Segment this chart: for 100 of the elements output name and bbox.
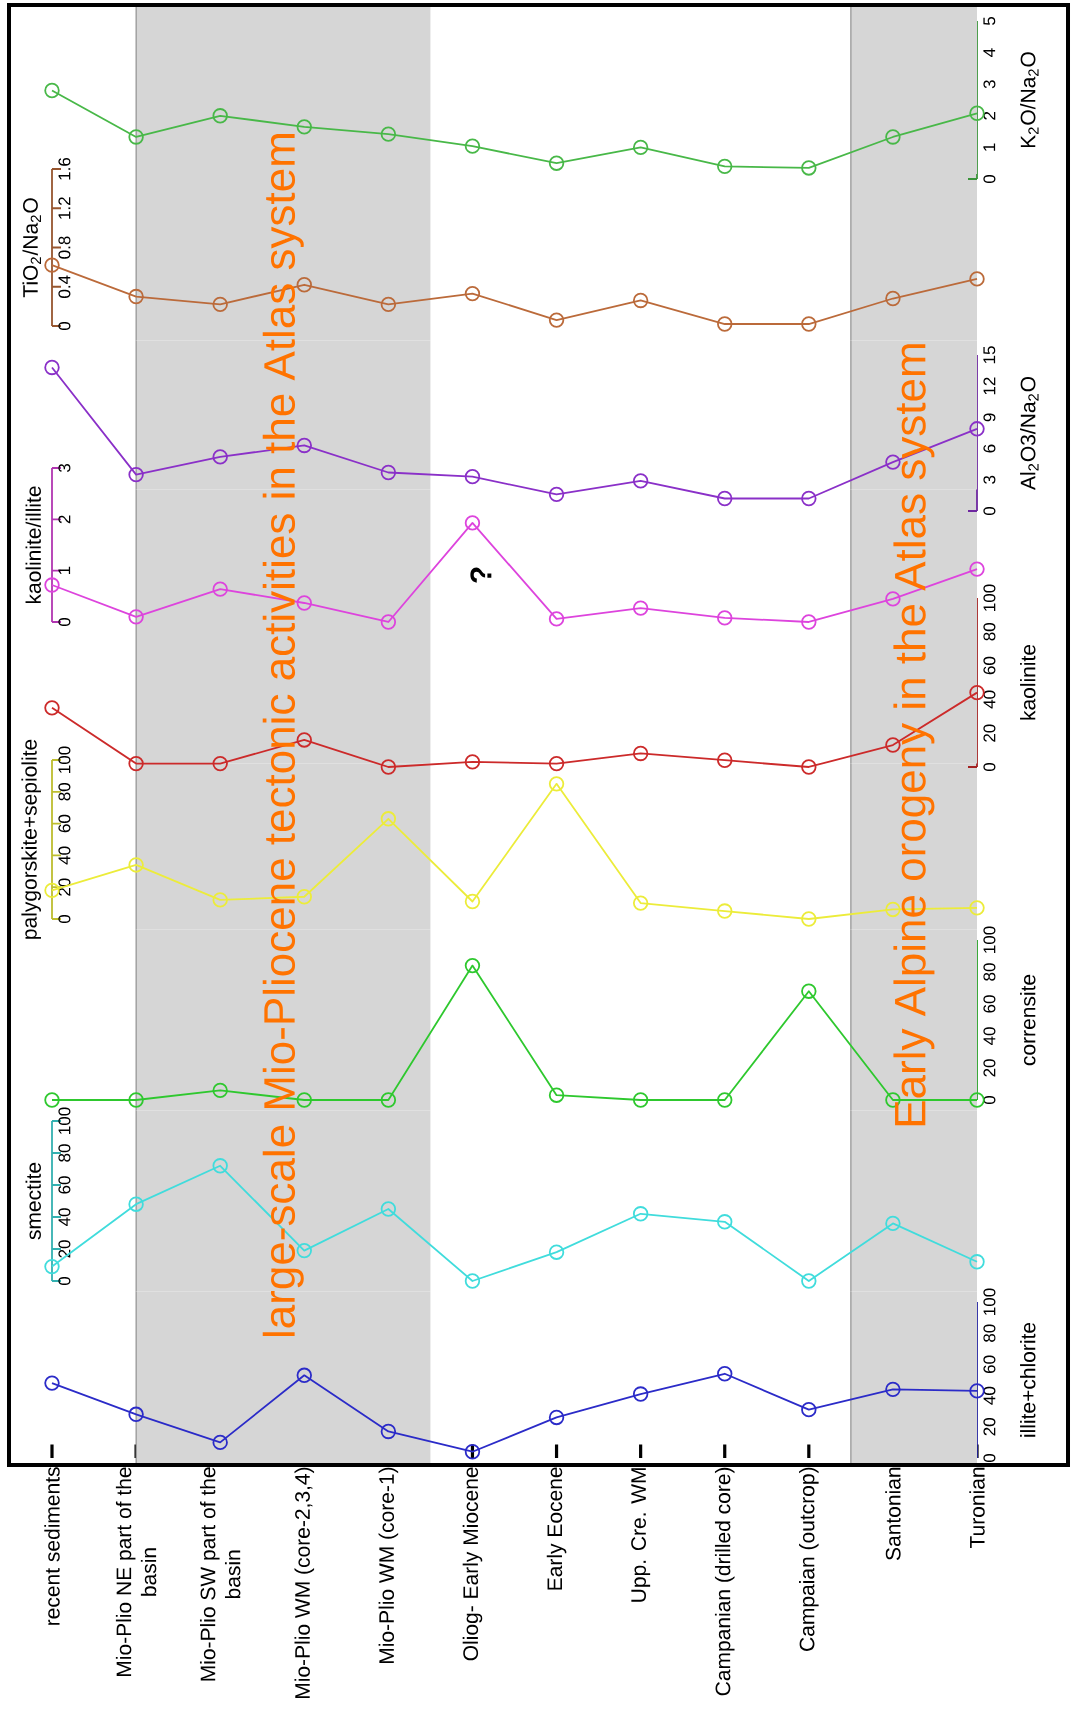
point bbox=[801, 983, 817, 999]
point bbox=[969, 271, 985, 287]
y-tick-label: 0 bbox=[983, 1453, 996, 1463]
x-tick-label: Early Eocene bbox=[546, 1467, 567, 1590]
point bbox=[969, 105, 985, 121]
point bbox=[296, 732, 312, 748]
y-tick-label: 0 bbox=[983, 1095, 996, 1105]
y-tick-label: 100 bbox=[983, 584, 996, 611]
y-tick-label: 80 bbox=[58, 1144, 71, 1162]
y-tick-label: 60 bbox=[58, 814, 71, 833]
y-tick-label: 20 bbox=[983, 724, 996, 742]
point bbox=[969, 561, 985, 577]
y-tick-label: 1.6 bbox=[58, 157, 71, 180]
point bbox=[212, 755, 228, 772]
y-tick-label: 100 bbox=[983, 926, 996, 953]
point bbox=[296, 1092, 312, 1108]
point bbox=[44, 257, 60, 273]
point bbox=[296, 277, 312, 293]
y-axis-title: kaolinite/illite bbox=[25, 486, 41, 604]
point bbox=[801, 316, 817, 332]
y-tick-label: 0 bbox=[58, 321, 71, 331]
point bbox=[296, 1367, 312, 1384]
point bbox=[548, 611, 565, 627]
point bbox=[212, 108, 228, 124]
point bbox=[44, 1092, 60, 1108]
x-tick-label: Campaian (outcrop) bbox=[799, 1467, 819, 1651]
point bbox=[380, 1092, 397, 1108]
y-tick-label: 60 bbox=[983, 656, 996, 675]
y-tick-label: 0 bbox=[58, 617, 71, 627]
point bbox=[801, 160, 817, 176]
y-tick-label: 2 bbox=[983, 111, 996, 120]
point bbox=[717, 316, 733, 332]
point bbox=[212, 1434, 228, 1451]
y-axis-title: TiO$_{2}$/Na$_{2}$O bbox=[22, 198, 41, 298]
y-tick-label: 12 bbox=[983, 377, 996, 395]
y-tick-label: 0 bbox=[983, 506, 996, 516]
point bbox=[717, 1092, 733, 1108]
point bbox=[885, 591, 901, 607]
point bbox=[380, 1201, 397, 1217]
point bbox=[128, 755, 144, 772]
point bbox=[212, 892, 228, 908]
y-tick-label: 0 bbox=[58, 1276, 71, 1286]
y-axis-title: Al$_{2}$O3/Na$_{2}$O bbox=[1020, 376, 1039, 490]
point bbox=[548, 1409, 565, 1426]
point bbox=[717, 903, 733, 919]
y-tick-label: 60 bbox=[983, 1355, 996, 1373]
point bbox=[632, 1206, 649, 1222]
point bbox=[632, 1386, 649, 1402]
point bbox=[717, 490, 733, 507]
y-tick-label: 100 bbox=[983, 1288, 996, 1315]
x-tick-label: Upp. Cre. WM bbox=[631, 1468, 651, 1602]
band-label: Early Alpine orogeny in the Atlas system bbox=[893, 344, 935, 1126]
point bbox=[969, 1092, 985, 1108]
point bbox=[548, 312, 565, 328]
y-tick-label: 80 bbox=[983, 963, 996, 981]
point bbox=[44, 359, 60, 376]
y-tick-label: 15 bbox=[983, 346, 996, 364]
y-tick-label: 60 bbox=[58, 1176, 71, 1194]
band-label: large-scale Mio-Pliocene tectonic activities in the Atlas system bbox=[262, 134, 304, 1337]
point bbox=[632, 600, 649, 616]
y-tick-label: 0.8 bbox=[58, 236, 71, 259]
point bbox=[128, 1406, 144, 1423]
point bbox=[128, 1196, 144, 1212]
y-tick-label: 3 bbox=[58, 463, 71, 473]
point bbox=[464, 754, 481, 770]
y-tick-label: 80 bbox=[983, 623, 996, 641]
point bbox=[464, 515, 481, 531]
point bbox=[44, 1375, 60, 1391]
y-tick-label: 0.4 bbox=[58, 275, 71, 298]
point bbox=[212, 449, 228, 465]
x-tick-label: Santonian bbox=[885, 1467, 901, 1561]
y-tick-label: 1 bbox=[983, 143, 996, 151]
y-tick-label: 20 bbox=[983, 1059, 996, 1077]
point bbox=[801, 490, 817, 507]
point bbox=[296, 119, 312, 135]
y-axis-title: palygorskite+sepiolite bbox=[21, 739, 41, 939]
point bbox=[296, 595, 312, 611]
y-tick-label: 6 bbox=[983, 444, 996, 453]
point bbox=[885, 1215, 901, 1232]
point bbox=[464, 138, 481, 154]
point bbox=[717, 158, 733, 175]
y-tick-label: 40 bbox=[983, 1027, 996, 1046]
x-tick-label: Mio-Plio WM (core-1) bbox=[378, 1467, 399, 1664]
y-tick-label: 20 bbox=[58, 1240, 71, 1258]
point bbox=[464, 893, 481, 910]
x-tick-label: Campanian (drilled core) bbox=[714, 1467, 735, 1696]
y-tick-label: 40 bbox=[983, 690, 996, 709]
point bbox=[380, 1423, 397, 1440]
point bbox=[548, 486, 565, 503]
point bbox=[464, 957, 481, 974]
point bbox=[44, 82, 60, 99]
x-tick-label: Turonian bbox=[969, 1467, 985, 1549]
point bbox=[969, 684, 985, 701]
point bbox=[885, 129, 901, 145]
point bbox=[44, 577, 60, 593]
y-tick-label: 80 bbox=[983, 1324, 996, 1342]
point bbox=[464, 1273, 481, 1289]
y-axis-title: illite+chlorite bbox=[1020, 1322, 1036, 1437]
y-axis-title: K$_{2}$O/Na$_{2}$O bbox=[1020, 52, 1039, 148]
point bbox=[632, 745, 649, 762]
